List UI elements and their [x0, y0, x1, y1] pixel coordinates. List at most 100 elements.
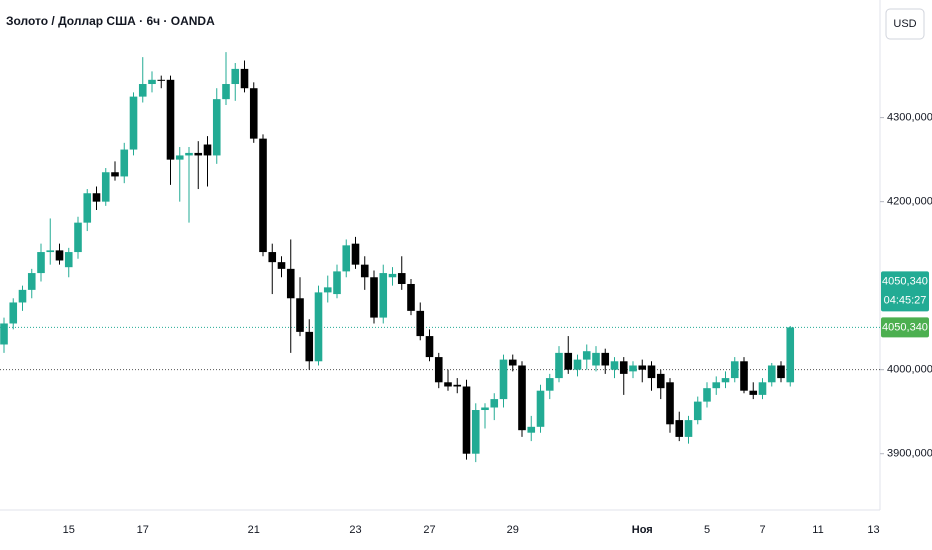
candle-body [370, 277, 378, 318]
x-tick-label: 17 [137, 524, 149, 536]
candle-body [259, 138, 267, 253]
candle-body [508, 359, 517, 366]
candle-body [286, 268, 295, 299]
candle-body [601, 352, 610, 366]
candle-body [592, 352, 600, 366]
candle-body [129, 96, 138, 150]
candle-body [148, 79, 156, 85]
candle-body [786, 327, 795, 383]
candle-body [83, 193, 92, 223]
candle-body [360, 264, 369, 278]
candle-body [64, 252, 73, 268]
candle-body [481, 407, 489, 411]
candle-body [212, 99, 221, 156]
candle-body [527, 426, 536, 433]
candle-body [74, 222, 82, 253]
candle-body [675, 420, 684, 437]
candle-body [610, 361, 619, 370]
candle-body [379, 273, 388, 318]
candle-body [666, 382, 674, 425]
candle-body [629, 365, 637, 372]
candle-body [240, 68, 249, 89]
price-tag [881, 271, 929, 312]
candle-body [712, 382, 721, 389]
candle-body [536, 390, 545, 427]
candle-body [499, 359, 508, 400]
candle-body [471, 410, 480, 454]
candle-body [305, 331, 314, 362]
candle-body [582, 351, 591, 360]
candle-body [296, 298, 304, 332]
candle-body [185, 152, 193, 156]
candle-body [444, 382, 452, 387]
candle-body [166, 79, 175, 160]
candle-body [638, 365, 647, 370]
candle-body [749, 390, 758, 395]
candle-body [342, 245, 351, 272]
candle-body [518, 365, 526, 431]
candle-body [46, 250, 55, 253]
candle-body [333, 271, 341, 295]
y-tick-label: 4000,000 [887, 364, 932, 376]
candle-body [416, 310, 425, 337]
x-tick-label: 21 [248, 524, 260, 536]
x-tick-label: Ноя [632, 524, 653, 536]
candle-body [740, 361, 748, 391]
candle-body [9, 302, 18, 324]
candle-body [277, 262, 286, 269]
candle-body [647, 365, 656, 379]
candle-body [120, 149, 129, 177]
candle-body [693, 401, 702, 421]
candle-body [92, 193, 101, 202]
candle-body [656, 373, 665, 389]
candle-body [545, 378, 554, 391]
candle-body [203, 144, 212, 156]
candle-body [249, 88, 258, 139]
candle-body [730, 361, 739, 379]
candle-body [27, 273, 36, 290]
candle-body [175, 155, 184, 160]
candle-body [0, 323, 8, 345]
candle-body [18, 289, 27, 303]
y-tick-label: 4200,000 [887, 196, 932, 208]
candle-body [37, 252, 45, 274]
candle-body [101, 172, 110, 202]
x-tick-label: 11 [812, 524, 823, 536]
x-tick-label: 23 [349, 524, 361, 536]
x-tick-label: 13 [867, 524, 879, 536]
x-tick-label: 7 [759, 524, 765, 536]
currency-button[interactable] [885, 8, 925, 40]
candle-body [619, 361, 628, 374]
candle-body [138, 84, 147, 97]
x-tick-label: 15 [63, 524, 75, 536]
candle-body [194, 152, 203, 156]
candle-body [407, 283, 415, 311]
candle-body [490, 399, 499, 408]
candle-body [555, 352, 563, 379]
candle-body [721, 378, 730, 383]
countdown: 04:45:27 [884, 294, 927, 306]
candle-body [231, 68, 240, 85]
candle-body [222, 84, 230, 100]
candle-body [684, 420, 693, 437]
candle-body [55, 250, 64, 261]
chart-title: Золото / Доллар США · 6ч · OANDA [6, 14, 215, 28]
candle-body [703, 388, 711, 402]
candle-body [564, 352, 573, 370]
price-tag-label: 4050,340 [882, 275, 928, 287]
currency-label[interactable]: USD [893, 18, 916, 30]
candle-body [573, 359, 582, 370]
candle-body [157, 79, 166, 81]
y-tick-label: 4300,000 [887, 112, 932, 124]
x-tick-label: 5 [704, 524, 710, 536]
candle-body [462, 386, 471, 454]
candle-body [314, 292, 323, 362]
candle-body [351, 243, 360, 265]
candle-body [268, 252, 277, 263]
price-tag [881, 317, 929, 338]
x-tick-label: 29 [507, 524, 519, 536]
candle-body [397, 273, 406, 284]
candle-body [767, 365, 776, 383]
price-tag-label: 4050,340 [882, 321, 928, 333]
